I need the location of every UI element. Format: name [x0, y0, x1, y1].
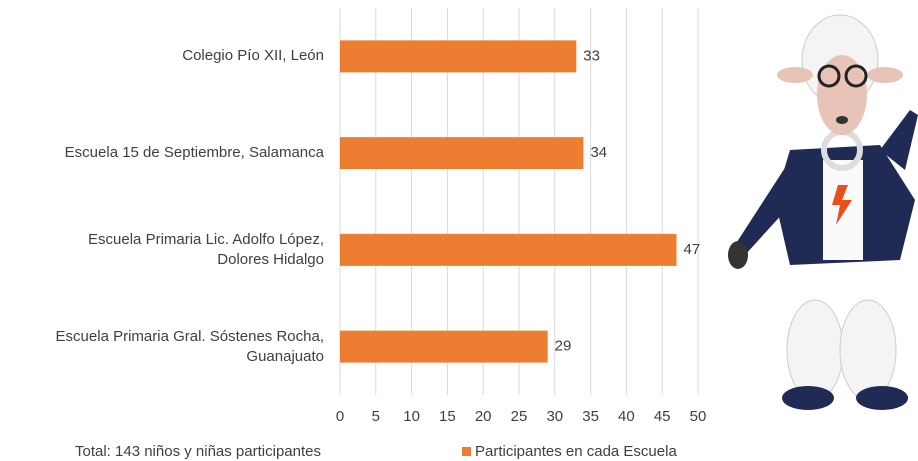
- x-tick-label: 0: [336, 408, 344, 425]
- bar: [340, 40, 576, 72]
- bar: [340, 137, 583, 169]
- page: 0 5 10 15 20 25 30 35 40 45 50 33 34 47 29 Participante…: [0, 0, 918, 461]
- bar: [340, 234, 677, 266]
- x-tick-label: 10: [403, 408, 420, 425]
- y-tick-label: Escuela Primaria Lic. Adolfo López, Dolo…: [0, 230, 324, 270]
- mascot-shoe: [856, 386, 908, 410]
- mascot-ear: [867, 67, 903, 83]
- x-tick-label: 20: [475, 408, 492, 425]
- value-label: 47: [684, 241, 701, 258]
- value-label: 29: [555, 338, 572, 355]
- mascot-leg: [787, 300, 843, 400]
- x-tick-label: 40: [618, 408, 635, 425]
- x-tick-label: 25: [511, 408, 528, 425]
- mascot-hand: [728, 241, 748, 269]
- y-tick-label: Escuela 15 de Septiembre, Salamanca: [0, 143, 324, 163]
- mascot-shoe: [782, 386, 834, 410]
- bar: [340, 331, 548, 363]
- mascot-leg: [840, 300, 896, 400]
- legend-label: Participantes en cada Escuela: [475, 443, 677, 460]
- mascot-ear: [777, 67, 813, 83]
- y-tick-label: Colegio Pío XII, León: [0, 46, 324, 66]
- value-label: 33: [583, 47, 600, 64]
- x-tick-label: 15: [439, 408, 456, 425]
- x-tick-label: 30: [546, 408, 563, 425]
- x-tick-label: 5: [372, 408, 380, 425]
- x-tick-label: 50: [690, 408, 707, 425]
- value-label: 34: [590, 144, 607, 161]
- x-tick-label: 45: [654, 408, 671, 425]
- legend-swatch: [462, 447, 471, 456]
- mascot-nose: [836, 116, 848, 124]
- x-tick-label: 35: [582, 408, 599, 425]
- mascot: [728, 15, 918, 410]
- y-tick-label: Escuela Primaria Gral. Sóstenes Rocha, G…: [0, 327, 324, 367]
- annotation: Total: 143 niños y niñas participantes: [75, 443, 321, 460]
